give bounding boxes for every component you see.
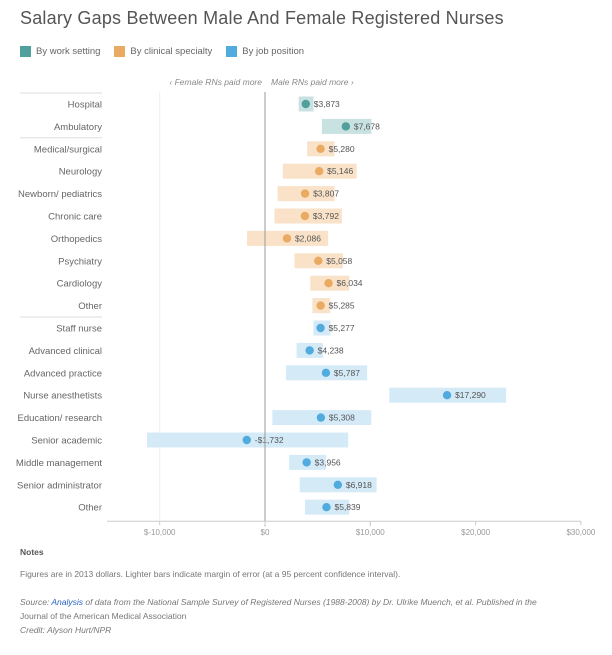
- data-point: [341, 122, 351, 131]
- row-label: Other: [78, 301, 102, 312]
- female-paid-more-label: ‹ Female RNs paid more: [169, 77, 262, 87]
- notes-heading: Notes: [20, 547, 44, 557]
- row-label: Hospital: [68, 100, 102, 111]
- notes-text: Figures are in 2013 dollars. Lighter bar…: [20, 569, 401, 579]
- data-label: -$1,732: [255, 435, 284, 445]
- data-point: [316, 144, 325, 153]
- credit-line: Credit: Alyson Hurt/NPR: [20, 625, 112, 635]
- row-label: Nurse anesthetists: [23, 391, 102, 402]
- row-label: Education/ research: [18, 413, 103, 424]
- data-point: [314, 256, 323, 265]
- legend-item-work-setting: By work setting: [20, 46, 100, 57]
- data-point: [314, 167, 324, 176]
- legend-label: By clinical specialty: [130, 46, 213, 57]
- data-label: $6,918: [346, 480, 372, 490]
- row-label: Cardiology: [57, 279, 103, 290]
- row-label: Staff nurse: [56, 324, 102, 335]
- data-point: [242, 435, 251, 445]
- data-label: $5,146: [327, 166, 353, 176]
- data-label: $2,086: [295, 233, 321, 243]
- row-label: Newborn/ pediatrics: [18, 189, 102, 200]
- x-tick-label: $10,000: [356, 528, 385, 537]
- data-point: [442, 391, 452, 400]
- row-label: Chronic care: [48, 212, 102, 223]
- row-label: Middle management: [16, 458, 102, 469]
- data-label: $5,058: [326, 256, 352, 266]
- row-label: Orthopedics: [51, 234, 102, 245]
- data-label: $5,839: [334, 502, 360, 512]
- source-rest: of data from the National Sample Survey …: [83, 597, 537, 607]
- data-label: $17,290: [455, 390, 486, 400]
- data-point: [302, 458, 311, 467]
- data-point: [300, 211, 310, 221]
- data-point: [316, 413, 326, 422]
- x-tick-label: $-10,000: [144, 528, 176, 537]
- x-tick-label: $20,000: [461, 528, 490, 537]
- data-label: $5,280: [329, 144, 355, 154]
- data-label: $3,792: [313, 211, 339, 221]
- data-label: $5,285: [329, 301, 355, 311]
- row-label: Neurology: [59, 167, 103, 178]
- data-label: $7,678: [354, 121, 380, 131]
- legend-swatch-job-position: [226, 46, 238, 57]
- data-point: [321, 368, 331, 377]
- x-tick-label: $30,000: [566, 528, 595, 537]
- data-point: [300, 189, 310, 198]
- legend-label: By work setting: [36, 46, 101, 57]
- analysis-link[interactable]: Analysis: [51, 597, 83, 607]
- row-label: Senior academic: [31, 436, 102, 447]
- legend: By work setting By clinical specialty By…: [20, 46, 318, 57]
- notes-section: Notes Figures are in 2013 dollars. Light…: [20, 547, 600, 637]
- data-label: $3,873: [314, 99, 340, 109]
- data-label: $3,956: [315, 457, 341, 467]
- row-label: Advanced clinical: [29, 346, 102, 357]
- data-point: [316, 301, 325, 310]
- legend-item-clinical-specialty: By clinical specialty: [114, 46, 212, 57]
- data-label: $5,277: [329, 323, 355, 333]
- data-label: $5,308: [329, 413, 355, 423]
- source-journal: Journal of the American Medical Associat…: [20, 611, 187, 621]
- source-prefix: Source:: [20, 597, 52, 607]
- row-label: Medical/surgical: [34, 144, 102, 155]
- row-label: Advanced practice: [24, 368, 102, 379]
- legend-label: By job position: [242, 46, 305, 57]
- data-label: $4,238: [318, 345, 344, 355]
- row-label: Senior administrator: [17, 480, 102, 491]
- data-label: $5,787: [334, 368, 360, 378]
- data-point: [324, 279, 333, 288]
- data-point: [301, 99, 310, 109]
- legend-item-job-position: By job position: [226, 46, 304, 57]
- data-label: $6,034: [337, 278, 363, 288]
- row-label: Other: [78, 503, 102, 514]
- data-point: [282, 234, 292, 243]
- data-point: [305, 346, 314, 355]
- chart-svg: Hospital $3,873 Ambulatory $7,678 Medical/su…: [16, 92, 596, 537]
- data-point: [322, 503, 331, 512]
- source-line: Source: Analysis of data from the Nation…: [20, 595, 600, 609]
- chart-title: Salary Gaps Between Male And Female Regi…: [20, 8, 504, 28]
- x-tick-label: $0: [261, 528, 270, 537]
- data-point: [316, 323, 325, 333]
- data-point: [333, 480, 343, 489]
- legend-swatch-work-setting: [20, 46, 31, 57]
- data-label: $3,807: [313, 189, 339, 199]
- legend-swatch-clinical-specialty: [114, 46, 126, 57]
- row-label: Psychiatry: [58, 256, 102, 267]
- row-label: Ambulatory: [54, 122, 102, 133]
- male-paid-more-label: Male RNs paid more ›: [271, 77, 354, 87]
